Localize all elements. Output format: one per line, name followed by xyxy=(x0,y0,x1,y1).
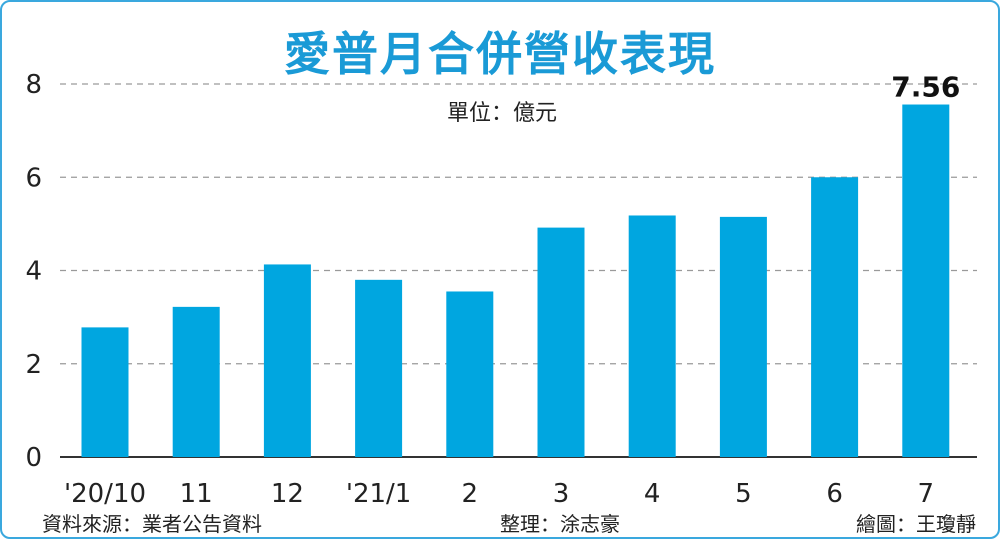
data-labels: 7.56 xyxy=(891,71,960,104)
x-tick-label: 4 xyxy=(644,479,661,509)
data-label: 7.56 xyxy=(891,71,960,104)
y-tick-label: 4 xyxy=(25,257,42,287)
x-tick-label: 12 xyxy=(271,479,304,509)
y-tick-label: 2 xyxy=(25,350,42,380)
bar xyxy=(902,104,950,457)
y-tick-label: 0 xyxy=(25,443,42,473)
x-tick-label: '20/10 xyxy=(64,479,146,509)
source-note: 資料來源：業者公告資料 xyxy=(42,512,262,536)
bar xyxy=(172,306,220,457)
x-tick-label: 6 xyxy=(826,479,843,509)
x-tick-label: 3 xyxy=(553,479,570,509)
bar xyxy=(446,291,494,457)
illustrator-note: 繪圖：王瓊靜 xyxy=(856,512,976,536)
unit-label: 單位：億元 xyxy=(447,101,557,126)
x-tick-label: 11 xyxy=(180,479,213,509)
bar xyxy=(81,327,129,457)
x-tick-label: 7 xyxy=(918,479,935,509)
x-tick-label: 5 xyxy=(735,479,752,509)
y-tick-label: 6 xyxy=(25,163,42,193)
bar xyxy=(628,215,676,457)
chart-title: 愛普月合併營收表現 xyxy=(284,27,716,81)
bars xyxy=(81,104,950,457)
bar xyxy=(719,216,767,457)
bar xyxy=(811,177,859,457)
bar xyxy=(537,227,585,457)
x-axis-ticks: '20/10 11 12 '21/1 2 3 4 5 6 7 xyxy=(64,479,934,509)
bar xyxy=(263,264,311,457)
y-axis-ticks: 0 2 4 6 8 xyxy=(25,70,42,473)
x-tick-label: 2 xyxy=(462,479,479,509)
y-tick-label: 8 xyxy=(25,70,42,100)
editor-note: 整理：涂志豪 xyxy=(500,512,620,536)
bar xyxy=(355,279,403,457)
x-tick-label: '21/1 xyxy=(346,479,412,509)
